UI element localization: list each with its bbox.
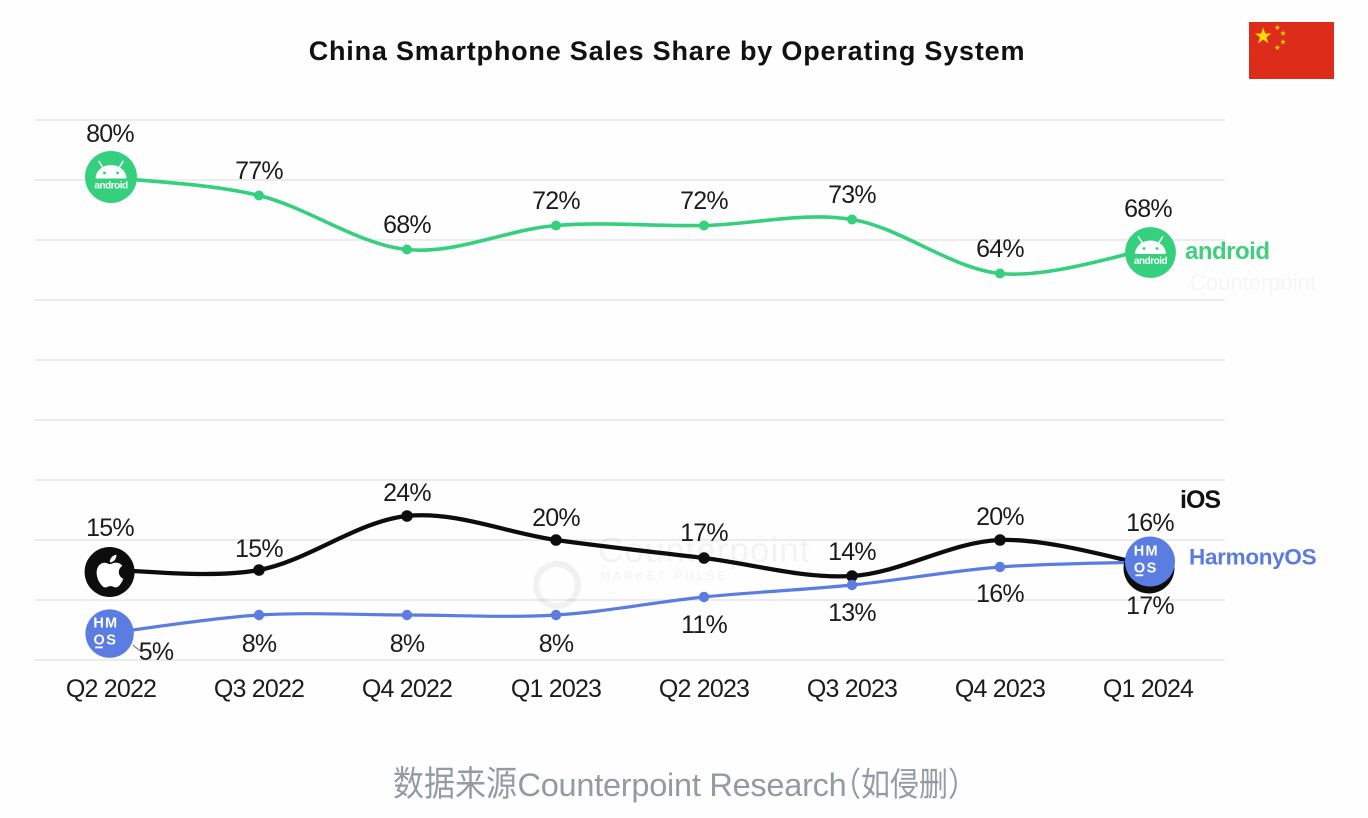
svg-text:H: H (1134, 544, 1144, 560)
svg-text:80%: 80% (86, 120, 134, 148)
svg-text:M: M (1145, 544, 1157, 560)
svg-text:Q1 2024: Q1 2024 (1103, 675, 1194, 703)
svg-text:android: android (1185, 238, 1270, 265)
svg-text:15%: 15% (86, 514, 134, 542)
svg-text:O: O (1134, 561, 1145, 577)
svg-text:20%: 20% (532, 504, 580, 532)
svg-text:72%: 72% (680, 187, 728, 215)
svg-text:H: H (93, 616, 103, 632)
svg-text:20%: 20% (976, 503, 1024, 531)
svg-text:HarmonyOS: HarmonyOS (1189, 545, 1317, 570)
svg-text:Q4 2022: Q4 2022 (362, 675, 452, 703)
svg-text:Q3 2023: Q3 2023 (807, 675, 897, 703)
svg-text:China Smartphone Sales Share b: China Smartphone Sales Share by Operatin… (309, 36, 1026, 66)
svg-text:M: M (105, 616, 117, 632)
svg-text:73%: 73% (828, 181, 876, 209)
svg-text:android: android (94, 181, 128, 192)
svg-text:Q3 2022: Q3 2022 (214, 675, 304, 703)
svg-text:S: S (1147, 561, 1157, 577)
svg-text:24%: 24% (383, 479, 431, 507)
svg-text:S: S (106, 633, 116, 649)
svg-text:64%: 64% (976, 235, 1024, 263)
svg-text:15%: 15% (235, 535, 283, 563)
svg-text:68%: 68% (1124, 195, 1172, 223)
svg-text:iOS: iOS (1180, 486, 1220, 514)
svg-text:MARKET PULSE: MARKET PULSE (600, 569, 728, 583)
svg-text:16%: 16% (976, 580, 1024, 608)
svg-text:16%: 16% (1126, 509, 1174, 537)
svg-text:72%: 72% (532, 187, 580, 215)
svg-text:android: android (1134, 256, 1168, 267)
svg-text:5%: 5% (139, 638, 174, 666)
svg-text:77%: 77% (235, 157, 283, 185)
svg-text:8%: 8% (539, 630, 574, 658)
svg-text:8%: 8% (242, 630, 277, 658)
svg-text:Q2 2022: Q2 2022 (66, 675, 156, 703)
svg-text:Q4 2023: Q4 2023 (955, 675, 1045, 703)
svg-text:68%: 68% (383, 211, 431, 239)
svg-text:Q2 2023: Q2 2023 (659, 675, 749, 703)
svg-text:Q1 2023: Q1 2023 (511, 675, 601, 703)
svg-text:Counterpoint Research: Counterpoint Research (518, 767, 847, 803)
svg-text:O: O (93, 633, 104, 649)
svg-text:14%: 14% (828, 538, 876, 566)
svg-text:11%: 11% (681, 611, 727, 639)
svg-text:17%: 17% (680, 519, 728, 547)
svg-text:17%: 17% (1126, 592, 1174, 620)
svg-text:Counterpoint: Counterpoint (1190, 270, 1316, 295)
svg-text:8%: 8% (390, 630, 425, 658)
svg-text:13%: 13% (828, 599, 876, 627)
